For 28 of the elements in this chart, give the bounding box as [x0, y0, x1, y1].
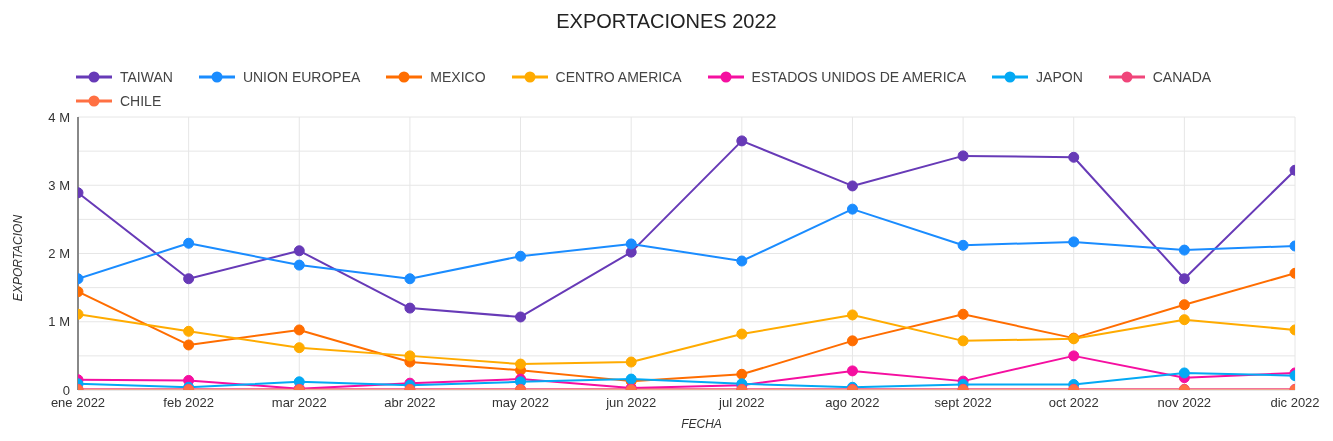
x-tick-label: mar 2022	[271, 395, 327, 411]
legend-label: CANADA	[1152, 68, 1212, 86]
legend-label: TAIWAN	[120, 68, 173, 86]
x-tick-label: sept 2022	[934, 395, 992, 411]
x-tick-label: ago 2022	[825, 395, 880, 411]
legend-label: ESTADOS UNIDOS DE AMERICA	[751, 68, 967, 86]
x-tick-label: may 2022	[492, 395, 550, 411]
x-axis-title: FECHA	[680, 417, 723, 431]
x-tick-label: jul 2022	[718, 395, 765, 411]
chart-title: EXPORTACIONES 2022	[555, 10, 778, 33]
legend-label: UNION EUROPEA	[242, 68, 361, 86]
y-axis-title: EXPORTACION	[11, 214, 25, 302]
x-tick-label: ene 2022	[50, 395, 106, 411]
x-tick-label: feb 2022	[163, 395, 214, 411]
x-tick-label: nov 2022	[1157, 395, 1212, 411]
y-tick-label: 1 M	[48, 314, 70, 330]
legend-label: MEXICO	[430, 68, 486, 86]
x-tick-label: dic 2022	[1270, 395, 1320, 411]
y-tick-label: 3 M	[48, 177, 70, 193]
y-tick-label: 0	[62, 382, 70, 398]
x-tick-label: abr 2022	[384, 395, 436, 411]
x-tick-label: oct 2022	[1048, 395, 1099, 411]
legend-label: CENTRO AMERICA	[555, 68, 682, 86]
legend-label: CHILE	[120, 92, 162, 110]
y-tick-label: 2 M	[48, 246, 70, 262]
y-tick-label: 4 M	[48, 109, 70, 125]
legend-label: JAPON	[1036, 68, 1083, 86]
x-tick-label: jun 2022	[605, 395, 657, 411]
